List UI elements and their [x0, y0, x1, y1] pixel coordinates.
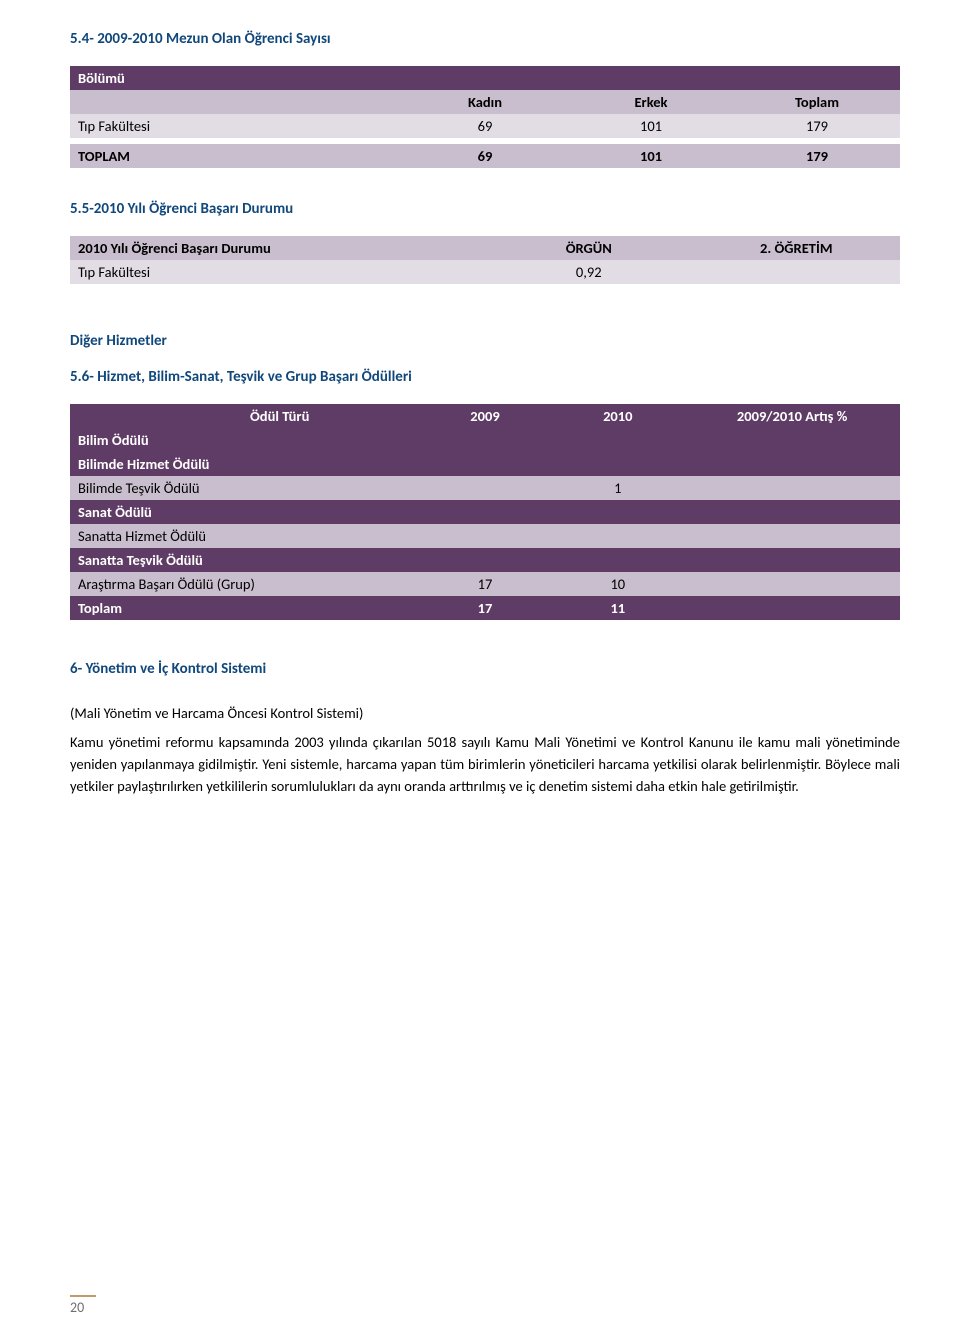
cell-value: 17 [419, 596, 552, 620]
cell-label: Sanat Ödülü [70, 500, 419, 524]
cell-value [551, 428, 684, 452]
cell-kadin: Kadın [402, 90, 568, 114]
cell-value [684, 596, 900, 620]
section-6-subtitle: (Mali Yönetim ve Harcama Öncesi Kontrol … [70, 704, 900, 722]
cell-tip-fakultesi: Tıp Fakültesi [70, 114, 402, 138]
section-6-heading: 6- Yönetim ve İç Kontrol Sistemi [70, 660, 900, 678]
cell-label: Sanatta Hizmet Ödülü [70, 524, 419, 548]
table-row: Sanatta Teşvik Ödülü [70, 548, 900, 572]
cell-value: 69 [402, 114, 568, 138]
table-row: Ödül Türü 2009 2010 2009/2010 Artış % [70, 404, 900, 428]
cell-2009: 2009 [419, 404, 552, 428]
cell-tip-fakultesi: Tıp Fakültesi [70, 260, 485, 284]
cell-value [551, 500, 684, 524]
cell-value: 17 [419, 572, 552, 596]
cell-artis: 2009/2010 Artış % [684, 404, 900, 428]
table-row: Bölümü [70, 66, 900, 90]
cell-odul-turu: Ödül Türü [70, 404, 419, 428]
table-row: Sanatta Hizmet Ödülü [70, 524, 900, 548]
cell-label: Bilimde Teşvik Ödülü [70, 476, 419, 500]
cell-value: 179 [734, 144, 900, 168]
cell-value: 0,92 [485, 260, 693, 284]
cell-value: 1 [551, 476, 684, 500]
table-row: Sanat Ödülü [70, 500, 900, 524]
cell-toplam-label: TOPLAM [70, 144, 402, 168]
section-5-4-heading: 5.4- 2009-2010 Mezun Olan Öğrenci Sayısı [70, 30, 900, 48]
table-5-4: Bölümü Kadın Erkek Toplam Tıp Fakültesi … [70, 66, 900, 168]
table-row: Tıp Fakültesi 69 101 179 [70, 114, 900, 138]
table-row: Toplam1711 [70, 596, 900, 620]
cell-value [419, 524, 552, 548]
table-row: Bilimde Teşvik Ödülü 1 [70, 476, 900, 500]
table-row: 2010 Yılı Öğrenci Başarı Durumu ÖRGÜN 2.… [70, 236, 900, 260]
cell-toplam: Toplam [734, 90, 900, 114]
cell-value [684, 452, 900, 476]
cell-value [551, 548, 684, 572]
cell-value: 11 [551, 596, 684, 620]
cell-value [419, 500, 552, 524]
cell-value [419, 476, 552, 500]
cell-value [684, 524, 900, 548]
section-5-6-heading: 5.6- Hizmet, Bilim-Sanat, Teşvik ve Grup… [70, 368, 900, 386]
cell-value: 179 [734, 114, 900, 138]
cell-value [693, 260, 901, 284]
cell-label: 2010 Yılı Öğrenci Başarı Durumu [70, 236, 485, 260]
table-5-6: Ödül Türü 2009 2010 2009/2010 Artış % Bi… [70, 404, 900, 620]
cell-label: Sanatta Teşvik Ödülü [70, 548, 419, 572]
cell-ogretim: 2. ÖĞRETİM [693, 236, 901, 260]
cell-value: 101 [568, 144, 734, 168]
cell-value: 69 [402, 144, 568, 168]
cell-value [684, 572, 900, 596]
section-5-5-heading: 5.5-2010 Yılı Öğrenci Başarı Durumu [70, 200, 900, 218]
cell-value: 101 [568, 114, 734, 138]
cell-value [551, 452, 684, 476]
cell-value [684, 476, 900, 500]
cell-value: 10 [551, 572, 684, 596]
table-row: Kadın Erkek Toplam [70, 90, 900, 114]
cell-label: Bilim Ödülü [70, 428, 419, 452]
page-number: 20 [70, 1299, 84, 1316]
cell-value [684, 428, 900, 452]
diger-hizmetler-heading: Diğer Hizmetler [70, 332, 900, 350]
table-row: TOPLAM 69 101 179 [70, 144, 900, 168]
cell-value [419, 548, 552, 572]
cell-orgun: ÖRGÜN [485, 236, 693, 260]
cell-value [684, 548, 900, 572]
table-row: Bilim Ödülü [70, 428, 900, 452]
cell-label: Araştırma Başarı Ödülü (Grup) [70, 572, 419, 596]
cell-2010: 2010 [551, 404, 684, 428]
cell-label: Bilimde Hizmet Ödülü [70, 452, 419, 476]
cell-bolumu: Bölümü [70, 66, 402, 90]
cell-value [684, 500, 900, 524]
cell-label: Toplam [70, 596, 419, 620]
cell-value [419, 452, 552, 476]
table-row: Bilimde Hizmet Ödülü [70, 452, 900, 476]
table-row: Tıp Fakültesi 0,92 [70, 260, 900, 284]
table-5-5: 2010 Yılı Öğrenci Başarı Durumu ÖRGÜN 2.… [70, 236, 900, 284]
cell-value [551, 524, 684, 548]
section-6-paragraph: Kamu yönetimi reformu kapsamında 2003 yı… [70, 732, 900, 797]
table-row: Araştırma Başarı Ödülü (Grup)1710 [70, 572, 900, 596]
cell-erkek: Erkek [568, 90, 734, 114]
cell-value [419, 428, 552, 452]
